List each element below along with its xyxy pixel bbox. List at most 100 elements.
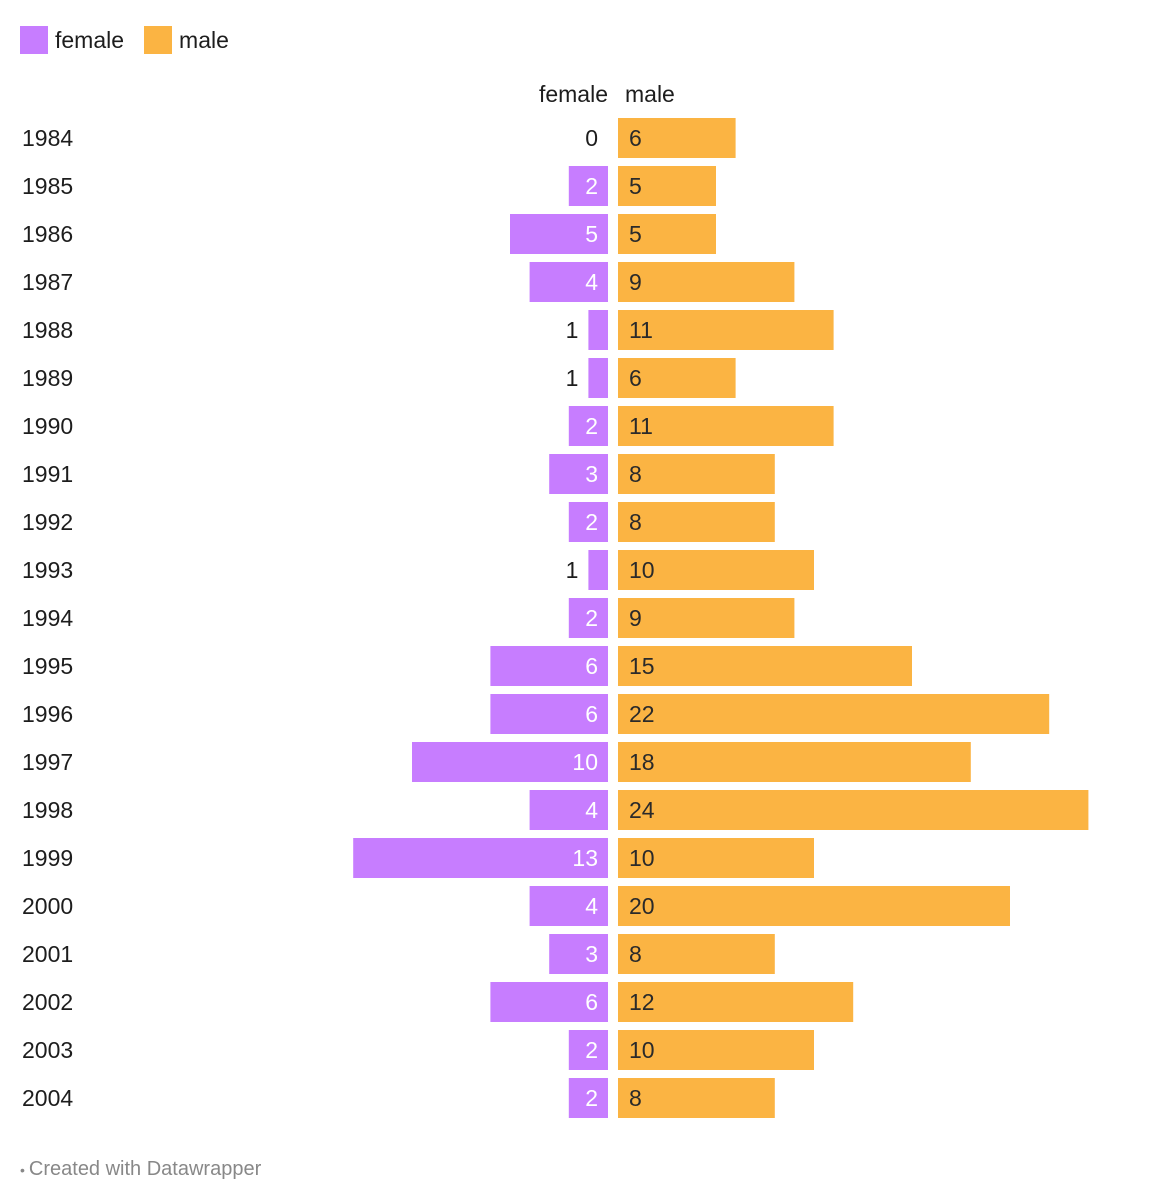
year-label: 1988	[22, 317, 73, 343]
data-label-male: 12	[629, 989, 655, 1015]
bar-male	[618, 502, 775, 542]
data-label-female: 13	[572, 845, 598, 871]
year-label: 1996	[22, 701, 73, 727]
bar-male	[618, 934, 775, 974]
legend-label-male: male	[179, 27, 229, 53]
data-label-female: 2	[585, 1085, 598, 1111]
data-label-female: 2	[585, 173, 598, 199]
data-label-female: 6	[585, 701, 598, 727]
data-label-male: 20	[629, 893, 655, 919]
data-label-male: 5	[629, 221, 642, 247]
data-label-female: 1	[566, 557, 579, 583]
year-label: 2001	[22, 941, 73, 967]
bar-male	[618, 838, 814, 878]
year-label: 1995	[22, 653, 73, 679]
bar-male	[618, 406, 834, 446]
year-label: 1994	[22, 605, 73, 631]
bar-female	[568, 406, 608, 446]
data-label-male: 10	[629, 845, 655, 871]
data-label-female: 5	[585, 221, 598, 247]
year-label: 1999	[22, 845, 73, 871]
bar-female	[529, 262, 608, 302]
data-label-female: 6	[585, 653, 598, 679]
data-label-male: 10	[629, 1037, 655, 1063]
data-label-female: 2	[585, 413, 598, 439]
bar-male	[618, 310, 834, 350]
year-label: 1998	[22, 797, 73, 823]
bar-female	[490, 694, 608, 734]
year-label: 2002	[22, 989, 73, 1015]
data-label-male: 15	[629, 653, 655, 679]
year-label: 1986	[22, 221, 73, 247]
year-label: 1985	[22, 173, 73, 199]
data-label-male: 8	[629, 461, 642, 487]
bar-male	[618, 262, 795, 302]
bar-female	[549, 934, 608, 974]
bar-male	[618, 118, 736, 158]
bar-female	[412, 742, 608, 782]
data-label-female: 6	[585, 989, 598, 1015]
bar-female	[568, 502, 608, 542]
data-label-female: 1	[566, 317, 579, 343]
bar-female	[588, 310, 608, 350]
year-label: 2003	[22, 1037, 73, 1063]
year-label: 2000	[22, 893, 73, 919]
legend-item-female: female	[20, 26, 124, 54]
bar-male	[618, 790, 1089, 830]
bar-female	[568, 1078, 608, 1118]
year-label: 1997	[22, 749, 73, 775]
data-label-female: 3	[585, 941, 598, 967]
footer-text: Created with Datawrapper	[28, 1158, 262, 1180]
bar-male	[618, 886, 1010, 926]
data-label-male: 6	[629, 365, 642, 391]
data-label-male: 10	[629, 557, 655, 583]
data-label-male: 24	[629, 797, 655, 823]
data-label-male: 8	[629, 941, 642, 967]
data-label-male: 6	[629, 125, 642, 151]
data-label-male: 8	[629, 509, 642, 535]
data-label-female: 4	[585, 893, 598, 919]
year-label: 2004	[22, 1085, 73, 1111]
bar-female	[353, 838, 608, 878]
column-header-male: male	[625, 81, 675, 107]
data-label-male: 18	[629, 749, 655, 775]
data-label-female: 2	[585, 1037, 598, 1063]
data-label-male: 22	[629, 701, 655, 727]
data-label-male: 9	[629, 605, 642, 631]
year-label: 1990	[22, 413, 73, 439]
footer-credit: • Created with Datawrapper	[20, 1158, 261, 1181]
bar-male	[618, 646, 912, 686]
chart-legend: female male	[20, 26, 249, 54]
bar-female	[490, 982, 608, 1022]
bar-male	[618, 454, 775, 494]
bar-male	[618, 550, 814, 590]
bar-female	[568, 166, 608, 206]
data-label-female: 2	[585, 605, 598, 631]
year-label: 1984	[22, 125, 73, 151]
bar-female	[588, 550, 608, 590]
data-label-male: 5	[629, 173, 642, 199]
legend-label-female: female	[55, 27, 125, 53]
year-label: 1989	[22, 365, 73, 391]
year-label: 1991	[22, 461, 73, 487]
bar-male	[618, 214, 716, 254]
legend-item-male: male	[144, 26, 229, 54]
year-label: 1993	[22, 557, 73, 583]
data-label-female: 1	[566, 365, 579, 391]
data-label-male: 8	[629, 1085, 642, 1111]
bar-male	[618, 166, 716, 206]
footer-bullet: •	[20, 1161, 25, 1178]
bar-male	[618, 694, 1050, 734]
bar-male	[618, 982, 854, 1022]
bar-female	[549, 454, 608, 494]
legend-swatch-male	[144, 26, 173, 54]
data-label-female: 4	[585, 269, 598, 295]
bar-male	[618, 1030, 814, 1070]
data-label-female: 0	[585, 125, 598, 151]
data-label-female: 2	[585, 509, 598, 535]
data-label-male: 11	[629, 413, 653, 439]
data-label-female: 4	[585, 797, 598, 823]
legend-swatch-female	[20, 26, 48, 54]
year-label: 1987	[22, 269, 73, 295]
